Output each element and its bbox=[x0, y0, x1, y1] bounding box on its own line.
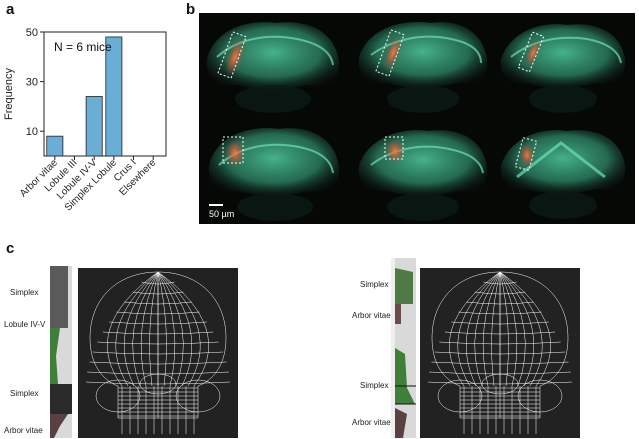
chart-annotation: N = 6 mice bbox=[54, 40, 112, 54]
y-axis-label: Frequency bbox=[3, 68, 15, 120]
slice-grid bbox=[206, 22, 626, 221]
y-tick-label-2: 50 bbox=[26, 27, 38, 39]
plot-frame bbox=[43, 31, 167, 157]
right-depth-profile bbox=[391, 258, 416, 438]
slice-3 bbox=[500, 24, 626, 113]
bar-2 bbox=[85, 96, 103, 157]
y-tick-label-0: 10 bbox=[26, 126, 38, 138]
right-label-arbor-2: Arbor vitae bbox=[352, 418, 391, 427]
bar-0 bbox=[46, 135, 64, 157]
bar-3 bbox=[105, 36, 123, 157]
scale-bar bbox=[209, 204, 223, 206]
right-label-simplex-2: Simplex bbox=[360, 381, 389, 390]
left-wireframe-brain bbox=[78, 268, 238, 438]
left-depth-profile bbox=[50, 266, 72, 438]
slice-5 bbox=[358, 130, 488, 221]
brain-slice-images: 50 µm bbox=[199, 13, 635, 224]
right-wireframe-brain bbox=[420, 268, 580, 438]
panel-letter-c: c bbox=[6, 240, 15, 257]
panel-letter-b: b bbox=[186, 1, 196, 18]
slice-4 bbox=[208, 128, 340, 221]
scale-bar-label: 50 µm bbox=[209, 209, 235, 219]
slice-6 bbox=[500, 130, 626, 219]
panel-letter-a: a bbox=[6, 1, 15, 18]
left-label-simplex-2: Simplex bbox=[10, 389, 39, 398]
slice-2 bbox=[358, 22, 488, 113]
left-label-lobule: Lobule IV-V bbox=[4, 320, 46, 329]
y-tick-label-1: 30 bbox=[26, 77, 38, 89]
left-label-simplex-1: Simplex bbox=[10, 288, 39, 297]
right-label-arbor-1: Arbor vitae bbox=[352, 311, 391, 320]
left-label-arbor: Arbor vitae bbox=[4, 426, 43, 435]
right-label-simplex-1: Simplex bbox=[360, 280, 389, 289]
slice-1 bbox=[206, 22, 340, 113]
